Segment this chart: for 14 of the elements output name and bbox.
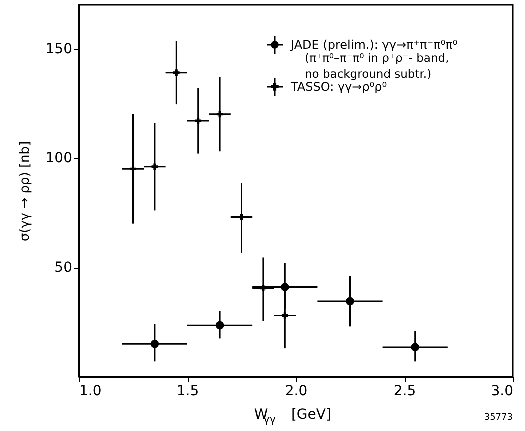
annotation: (π⁺π⁰–π⁻π⁰ in ρ⁺ρ⁻- band, no background subtr.)	[305, 51, 450, 81]
x-tick-label: 1.5	[176, 384, 200, 400]
y-tick-label: 50	[54, 260, 72, 276]
x-tick-label: 2.0	[285, 384, 308, 400]
legend-label: TASSO: γγ→ρ⁰ρ⁰	[290, 80, 388, 94]
text: 35773	[484, 413, 513, 423]
x-tick-label: 2.5	[394, 384, 416, 400]
y-tick-label: 100	[46, 150, 72, 167]
y-axis-title: σ(γγ → ρρ) [nb]	[18, 141, 33, 242]
y-tick-label: 150	[46, 41, 72, 58]
x-tick-label: 1.0	[80, 384, 102, 400]
legend-label: JADE (prelim.): γγ→π⁺π⁻π⁰π⁰	[290, 38, 458, 52]
x-tick-label: 3.0	[491, 384, 514, 400]
text: Wγγ [GeV]	[254, 407, 332, 426]
